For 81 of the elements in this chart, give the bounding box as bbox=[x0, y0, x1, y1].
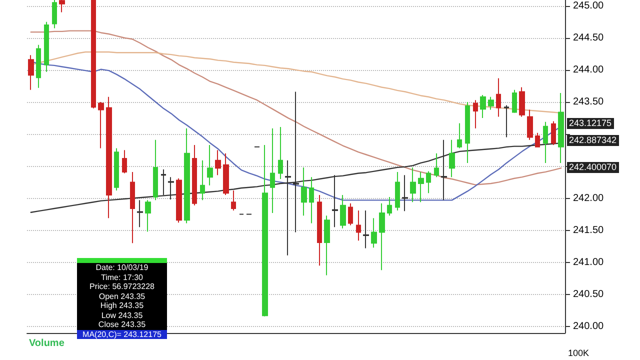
candlestick bbox=[465, 102, 470, 164]
candlestick bbox=[309, 176, 314, 224]
candlestick bbox=[184, 128, 190, 224]
y-tick-label: 240.00 bbox=[573, 321, 604, 332]
candlestick bbox=[192, 144, 197, 206]
line-series bbox=[30, 30, 562, 186]
annotation: MA(20,C)= 243.12175 bbox=[77, 330, 167, 339]
candlestick bbox=[176, 178, 182, 224]
annotation: Low 243.35 bbox=[100, 310, 144, 320]
candlestick bbox=[496, 78, 501, 118]
candlestick bbox=[130, 171, 135, 244]
candlestick bbox=[395, 171, 400, 211]
candlestick bbox=[36, 44, 41, 88]
annotation: High 243.35 bbox=[99, 301, 145, 310]
y-tick-label: 245.00 bbox=[573, 0, 604, 12]
candlestick bbox=[519, 86, 525, 118]
candlestick bbox=[449, 139, 455, 178]
annotation: Close 243.35 bbox=[97, 320, 147, 330]
candlestick bbox=[161, 168, 166, 196]
annotation: Date: 10/03/19 bbox=[94, 263, 150, 272]
candlestick bbox=[106, 96, 112, 219]
candlestick bbox=[223, 152, 229, 196]
candlestick bbox=[122, 150, 127, 174]
candlestick bbox=[402, 174, 408, 212]
candlestick bbox=[52, 0, 57, 29]
candlestick bbox=[207, 144, 213, 186]
candlestick bbox=[480, 94, 486, 119]
candlestick bbox=[59, 0, 65, 13]
candlestick bbox=[543, 121, 548, 164]
candlestick bbox=[168, 176, 174, 200]
candlestick bbox=[512, 89, 517, 114]
y-tick-label: 242.00 bbox=[573, 192, 604, 204]
candlestick bbox=[215, 150, 221, 176]
candlestick bbox=[558, 92, 564, 164]
candlestick bbox=[98, 102, 104, 149]
y-tick-label: 244.50 bbox=[573, 32, 604, 44]
annotation: Price: 56.9723228 bbox=[88, 282, 156, 292]
y-tick-label: 244.00 bbox=[573, 64, 604, 76]
candlestick bbox=[371, 218, 377, 248]
candlestick bbox=[535, 132, 540, 148]
candlestick bbox=[44, 21, 49, 72]
y-tick-label: 241.50 bbox=[573, 224, 604, 236]
candlestick bbox=[324, 215, 330, 276]
y-tick-label: 240.50 bbox=[573, 289, 604, 300]
candlestick bbox=[488, 96, 494, 110]
candlestick bbox=[301, 166, 307, 216]
candlestick bbox=[410, 166, 416, 203]
candlestick bbox=[504, 104, 509, 138]
candlestick bbox=[317, 194, 322, 266]
candlestick bbox=[28, 54, 34, 90]
text: 243.12175 bbox=[567, 118, 614, 129]
candlestick bbox=[356, 210, 361, 242]
candlestick bbox=[457, 122, 462, 149]
candlestick bbox=[145, 200, 151, 232]
candlestick bbox=[363, 210, 369, 249]
candlestick bbox=[262, 144, 268, 317]
candlestick bbox=[114, 148, 119, 192]
candlestick bbox=[153, 139, 158, 201]
annotation: Open 243.35 bbox=[98, 292, 146, 301]
candlestick bbox=[270, 128, 275, 214]
y-tick-label: 243.50 bbox=[573, 96, 604, 108]
y-tick-label: 241.00 bbox=[573, 256, 604, 268]
candlestick bbox=[379, 202, 385, 271]
candlestick bbox=[434, 152, 439, 178]
text: Volume bbox=[29, 338, 64, 349]
text: 242.400070 bbox=[567, 162, 619, 173]
text: 100K bbox=[568, 348, 590, 358]
candlestick bbox=[527, 109, 533, 140]
candlestick bbox=[348, 202, 353, 226]
candlestick bbox=[551, 120, 556, 146]
candlestick bbox=[231, 190, 236, 211]
candlestick bbox=[418, 171, 424, 203]
annotation: Time: 17:30 bbox=[100, 272, 144, 282]
candlestick bbox=[278, 126, 283, 180]
candlestick bbox=[426, 170, 431, 194]
candlestick bbox=[473, 100, 478, 129]
candlestick bbox=[200, 160, 205, 201]
text: 242.887342 bbox=[567, 135, 619, 146]
candlestick bbox=[340, 194, 346, 229]
candlestick bbox=[91, 0, 96, 109]
candlestick bbox=[387, 196, 392, 216]
